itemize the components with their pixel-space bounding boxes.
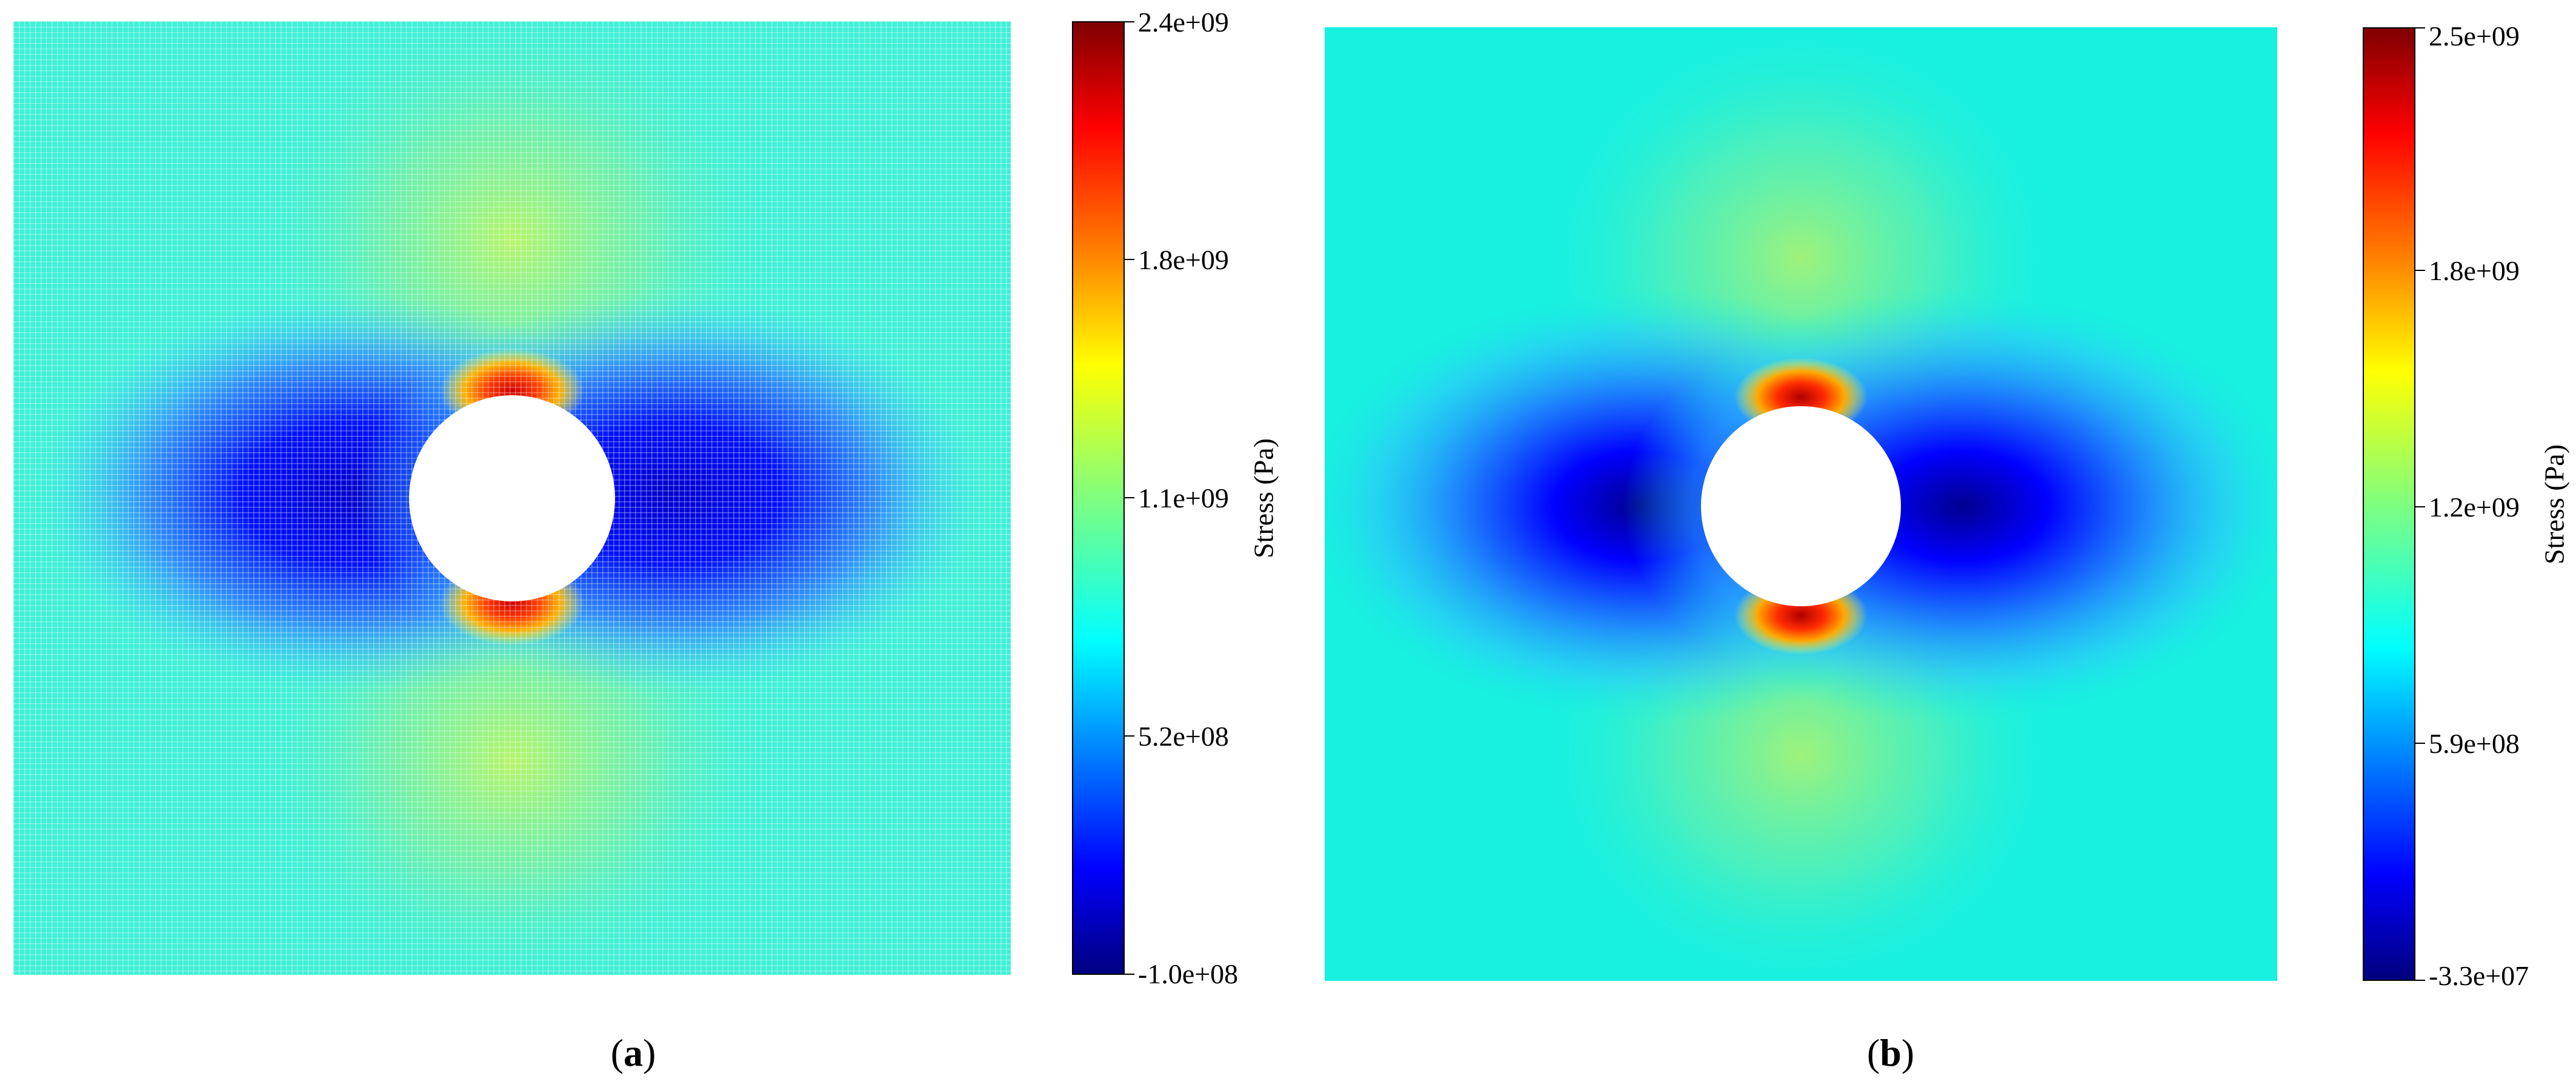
hole-b xyxy=(1701,406,1901,606)
colorbar-tick xyxy=(2415,980,2425,981)
caption-a: (a) xyxy=(610,1031,656,1074)
caption-letter-a: a xyxy=(624,1031,643,1074)
colorbar-b xyxy=(2363,27,2415,981)
colorbar-tick-label: 1.8e+09 xyxy=(2429,255,2520,286)
colorbar-tick xyxy=(2415,506,2425,507)
colorbar-tick-label: 2.4e+09 xyxy=(1138,7,1229,38)
colorbar-tick-label: 2.5e+09 xyxy=(2429,21,2520,52)
stress-field-a xyxy=(13,21,1011,975)
colorbar-label-a: Stress (Pa) xyxy=(1248,438,1279,559)
colorbar-tick-label: -1.0e+08 xyxy=(1138,958,1239,989)
colorbar-tick xyxy=(1125,259,1134,260)
caption-b: (b) xyxy=(1866,1031,1915,1074)
colorbar-tick-label: -3.3e+07 xyxy=(2429,960,2529,991)
colorbar-tick-label: 5.9e+08 xyxy=(2429,728,2520,759)
caption-letter-b: b xyxy=(1880,1031,1902,1074)
colorbar-tick xyxy=(1125,497,1134,498)
colorbar-label-b: Stress (Pa) xyxy=(2538,444,2570,565)
hole-a xyxy=(409,395,615,601)
panel-a: 2.4e+09 1.8e+09 1.1e+09 5.2e+08 -1.0e+08… xyxy=(0,0,1285,1090)
stress-field-b xyxy=(1325,27,2277,981)
colorbar-a xyxy=(1072,21,1125,975)
colorbar-tick xyxy=(2415,270,2425,271)
panel-b: 2.5e+09 1.8e+09 1.2e+09 5.9e+08 -3.3e+07… xyxy=(1291,0,2576,1090)
colorbar-tick xyxy=(1125,974,1134,975)
colorbar-tick xyxy=(1125,735,1134,737)
colorbar-tick-label: 1.2e+09 xyxy=(2429,492,2520,523)
colorbar-tick xyxy=(2415,743,2425,744)
colorbar-tick-label: 1.8e+09 xyxy=(1138,244,1229,275)
colorbar-tick xyxy=(2415,27,2425,28)
colorbar-tick-label: 1.1e+09 xyxy=(1138,483,1229,513)
colorbar-tick xyxy=(1125,21,1134,22)
colorbar-tick-label: 5.2e+08 xyxy=(1138,721,1229,752)
